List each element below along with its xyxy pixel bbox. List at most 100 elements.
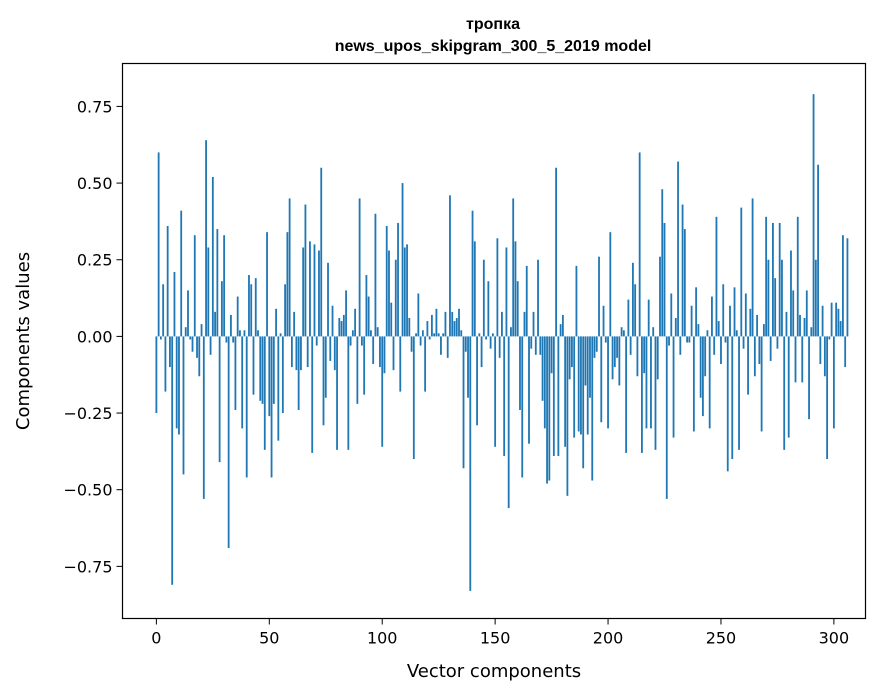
bar-61: [293, 311, 296, 337]
bar-140: [471, 210, 474, 337]
bar-155: [505, 247, 508, 337]
bar-154: [503, 336, 506, 456]
bar-21: [202, 336, 205, 499]
bar-195: [595, 336, 598, 352]
bar-160: [516, 281, 519, 337]
bar-191: [586, 336, 589, 435]
bar-13: [184, 327, 187, 337]
bar-111: [406, 244, 408, 337]
bar-112: [408, 318, 411, 337]
bar-278: [783, 336, 786, 450]
bar-1: [157, 152, 160, 337]
bar-75: [324, 336, 327, 398]
bar-265: [753, 336, 756, 377]
bar-86: [349, 336, 352, 346]
bar-230: [674, 318, 677, 337]
bar-68: [309, 241, 311, 337]
bar-5: [166, 226, 169, 337]
bar-188: [580, 336, 582, 435]
bar-166: [530, 336, 533, 349]
y-tick-label: 0.00: [77, 327, 113, 346]
bar-93: [365, 275, 368, 337]
bar-219: [650, 336, 652, 429]
y-tick-label: −0.50: [63, 481, 112, 500]
bar-81: [338, 318, 341, 337]
bar-300: [832, 336, 835, 429]
bar-285: [799, 314, 801, 337]
bar-295: [821, 305, 824, 337]
bar-284: [796, 216, 799, 337]
bar-237: [690, 305, 693, 337]
bar-238: [692, 336, 695, 432]
bar-29: [220, 281, 223, 337]
bar-177: [555, 167, 558, 337]
bar-118: [421, 330, 424, 337]
bar-189: [582, 336, 585, 469]
bar-96: [372, 336, 375, 364]
bar-35: [234, 336, 237, 410]
bar-276: [778, 222, 781, 337]
bar-220: [652, 327, 655, 337]
bar-120: [426, 321, 429, 337]
bar-17: [193, 235, 196, 337]
bar-283: [794, 336, 797, 383]
bar-103: [388, 250, 390, 337]
bar-49: [266, 232, 268, 337]
bar-54: [277, 336, 280, 441]
bar-168: [534, 336, 537, 355]
bar-80: [336, 336, 338, 450]
bar-252: [724, 336, 727, 343]
x-axis-label: Vector components: [407, 661, 581, 682]
bar-199: [604, 336, 607, 343]
y-tick-label: 0.75: [77, 97, 113, 116]
bar-114: [412, 336, 415, 460]
bar-281: [790, 250, 792, 337]
bar-130: [449, 195, 451, 337]
bar-202: [611, 336, 614, 380]
bar-67: [306, 336, 309, 368]
bar-165: [528, 336, 530, 444]
bar-229: [672, 336, 675, 438]
bar-12: [182, 336, 185, 475]
bar-76: [327, 262, 329, 337]
bar-205: [618, 336, 621, 386]
bar-269: [762, 324, 765, 337]
bar-139: [469, 336, 472, 591]
bar-169: [537, 259, 539, 337]
x-tick-label: 0: [151, 629, 161, 648]
bar-52: [272, 336, 275, 404]
bar-296: [823, 336, 826, 377]
bar-38: [241, 336, 244, 429]
bar-274: [774, 278, 777, 337]
bar-194: [593, 336, 596, 358]
bar-246: [711, 296, 713, 337]
bar-88: [354, 308, 357, 337]
bar-287: [803, 318, 806, 337]
bar-197: [600, 336, 603, 423]
chart-subtitle: news_upos_skipgram_300_5_2019 model: [335, 38, 652, 55]
bar-257: [735, 330, 738, 337]
bar-255: [731, 336, 734, 460]
bar-37: [239, 330, 241, 337]
bar-289: [808, 336, 810, 420]
bar-256: [733, 287, 736, 337]
bar-303: [839, 321, 842, 337]
bar-273: [772, 222, 774, 337]
bar-113: [410, 336, 413, 352]
bar-122: [430, 314, 433, 337]
bar-245: [708, 336, 711, 429]
bar-63: [297, 336, 300, 410]
x-tick-label: 100: [367, 629, 398, 648]
bar-110: [403, 247, 406, 337]
bar-121: [428, 336, 431, 340]
bar-291: [812, 94, 815, 337]
bar-247: [713, 336, 716, 355]
bar-58: [286, 232, 289, 337]
bar-142: [476, 336, 478, 426]
bar-40: [245, 336, 248, 478]
bar-97: [374, 213, 377, 337]
bar-9: [175, 336, 178, 429]
bar-249: [717, 321, 720, 337]
bar-207: [622, 330, 625, 337]
bar-104: [390, 302, 393, 337]
